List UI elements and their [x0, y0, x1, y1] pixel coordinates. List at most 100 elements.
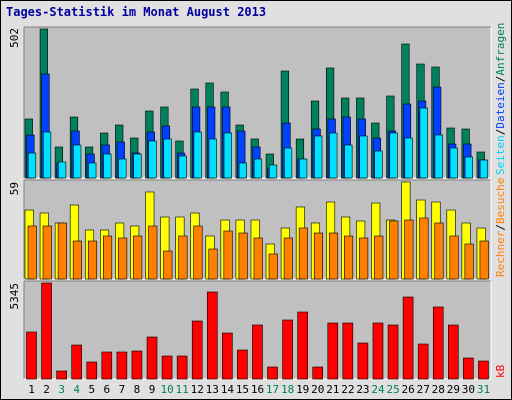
y-max-label-requests: 502: [8, 28, 21, 48]
bar-rechner-day-12: [193, 225, 203, 280]
bar-rechner-day-18: [283, 237, 293, 280]
bar-seiten-day-28: [434, 134, 443, 179]
bar-rechner-day-26: [404, 219, 414, 280]
legend-rechner: Rechner: [494, 230, 507, 277]
bar-kb-day-15: [237, 349, 248, 380]
bar-seiten-day-23: [359, 135, 368, 179]
bar-rechner-day-19: [298, 227, 308, 280]
bar-kb-day-9: [146, 336, 158, 380]
bar-rechner-day-21: [328, 232, 339, 280]
x-tick-day-11: 11: [176, 383, 189, 396]
bar-rechner-day-5: [87, 240, 98, 280]
bar-seiten-day-4: [73, 144, 82, 179]
legend-sep-3: /: [494, 224, 507, 231]
bar-rechner-day-13: [208, 248, 218, 280]
bar-kb-day-2: [41, 282, 52, 380]
bar-kb-day-8: [131, 350, 143, 380]
bar-kb-day-17: [267, 366, 278, 380]
bar-rechner-day-31: [479, 240, 489, 280]
bar-seiten-day-8: [133, 153, 142, 179]
bar-seiten-day-31: [479, 159, 489, 179]
x-tick-day-26: 26: [402, 383, 415, 396]
bar-seiten-day-17: [268, 164, 278, 179]
x-tick-day-7: 7: [119, 383, 126, 396]
bar-seiten-day-20: [314, 135, 323, 179]
legend-sep-1: /: [494, 129, 507, 136]
bar-seiten-day-6: [103, 153, 112, 179]
x-tick-day-30: 30: [462, 383, 475, 396]
bar-kb-day-10: [161, 355, 173, 380]
bar-kb-day-19: [297, 311, 308, 380]
x-tick-day-18: 18: [281, 383, 294, 396]
bar-seiten-day-24: [374, 150, 383, 179]
legend-seiten: Seiten: [494, 135, 507, 175]
y-max-label-kb: 5345: [8, 283, 21, 310]
bar-kb-day-25: [387, 324, 399, 380]
bar-rechner-day-15: [238, 232, 248, 280]
bar-rechner-day-23: [359, 237, 369, 280]
x-tick-day-23: 23: [356, 383, 369, 396]
bar-rechner-day-14: [223, 230, 233, 280]
bar-kb-day-12: [191, 320, 203, 380]
legend-sep-2: /: [494, 76, 507, 83]
bar-kb-day-14: [222, 332, 233, 380]
x-tick-day-12: 12: [191, 383, 204, 396]
bar-rechner-day-29: [449, 235, 459, 280]
x-tick-day-21: 21: [326, 383, 339, 396]
bar-kb-day-13: [206, 291, 218, 380]
x-tick-day-6: 6: [104, 383, 111, 396]
x-tick-day-15: 15: [236, 383, 249, 396]
x-tick-day-8: 8: [134, 383, 141, 396]
x-tick-day-5: 5: [88, 383, 95, 396]
bar-kb-day-24: [372, 322, 384, 380]
bar-kb-day-30: [463, 357, 474, 380]
bar-rechner-day-6: [103, 235, 113, 280]
bar-seiten-day-27: [419, 107, 428, 179]
bar-kb-day-3: [56, 370, 67, 380]
bar-seiten-day-7: [118, 158, 127, 179]
x-tick-day-13: 13: [206, 383, 219, 396]
bar-rechner-day-27: [419, 217, 429, 280]
x-tick-day-31: 31: [477, 383, 490, 396]
bar-kb-day-20: [312, 366, 324, 380]
bar-seiten-day-19: [299, 158, 308, 179]
bar-rechner-day-17: [268, 253, 278, 280]
x-tick-day-22: 22: [341, 383, 354, 396]
bar-seiten-day-29: [449, 147, 458, 179]
bar-kb-day-5: [86, 361, 98, 380]
bar-seiten-day-2: [42, 131, 52, 179]
bar-seiten-day-30: [464, 156, 473, 179]
bar-seiten-day-9: [148, 140, 157, 179]
x-tick-day-1: 1: [28, 383, 35, 396]
legend-anfragen: Anfragen: [494, 23, 507, 76]
bar-rechner-day-4: [72, 240, 82, 280]
bar-rechner-day-22: [344, 235, 354, 280]
bar-rechner-day-28: [434, 222, 444, 280]
x-tick-day-29: 29: [447, 383, 460, 396]
x-tick-day-20: 20: [311, 383, 324, 396]
bar-seiten-day-25: [389, 132, 398, 179]
bar-kb-day-7: [116, 351, 128, 380]
bars-layer: [24, 28, 489, 380]
bar-seiten-day-11: [178, 155, 187, 179]
x-tick-day-3: 3: [58, 383, 65, 396]
x-tick-day-27: 27: [417, 383, 430, 396]
bar-rechner-day-1: [27, 225, 37, 280]
bar-rechner-day-16: [253, 237, 263, 280]
chart-title: Tages-Statistik im Monat August 2013: [6, 5, 267, 19]
bar-rechner-day-3: [57, 222, 67, 280]
bar-rechner-day-11: [178, 235, 188, 280]
bar-seiten-day-22: [344, 144, 353, 179]
bar-kb-day-22: [342, 322, 354, 380]
legend-besuche: Besuche: [494, 178, 507, 224]
legend-dateien: Dateien: [494, 82, 507, 128]
x-tick-day-19: 19: [296, 383, 309, 396]
x-tick-day-2: 2: [43, 383, 50, 396]
bar-kb-day-4: [71, 344, 82, 380]
bar-kb-day-21: [327, 322, 339, 380]
bar-kb-day-27: [417, 343, 429, 380]
x-tick-day-28: 28: [432, 383, 445, 396]
bar-kb-day-18: [282, 319, 293, 380]
bar-kb-day-11: [176, 355, 188, 380]
